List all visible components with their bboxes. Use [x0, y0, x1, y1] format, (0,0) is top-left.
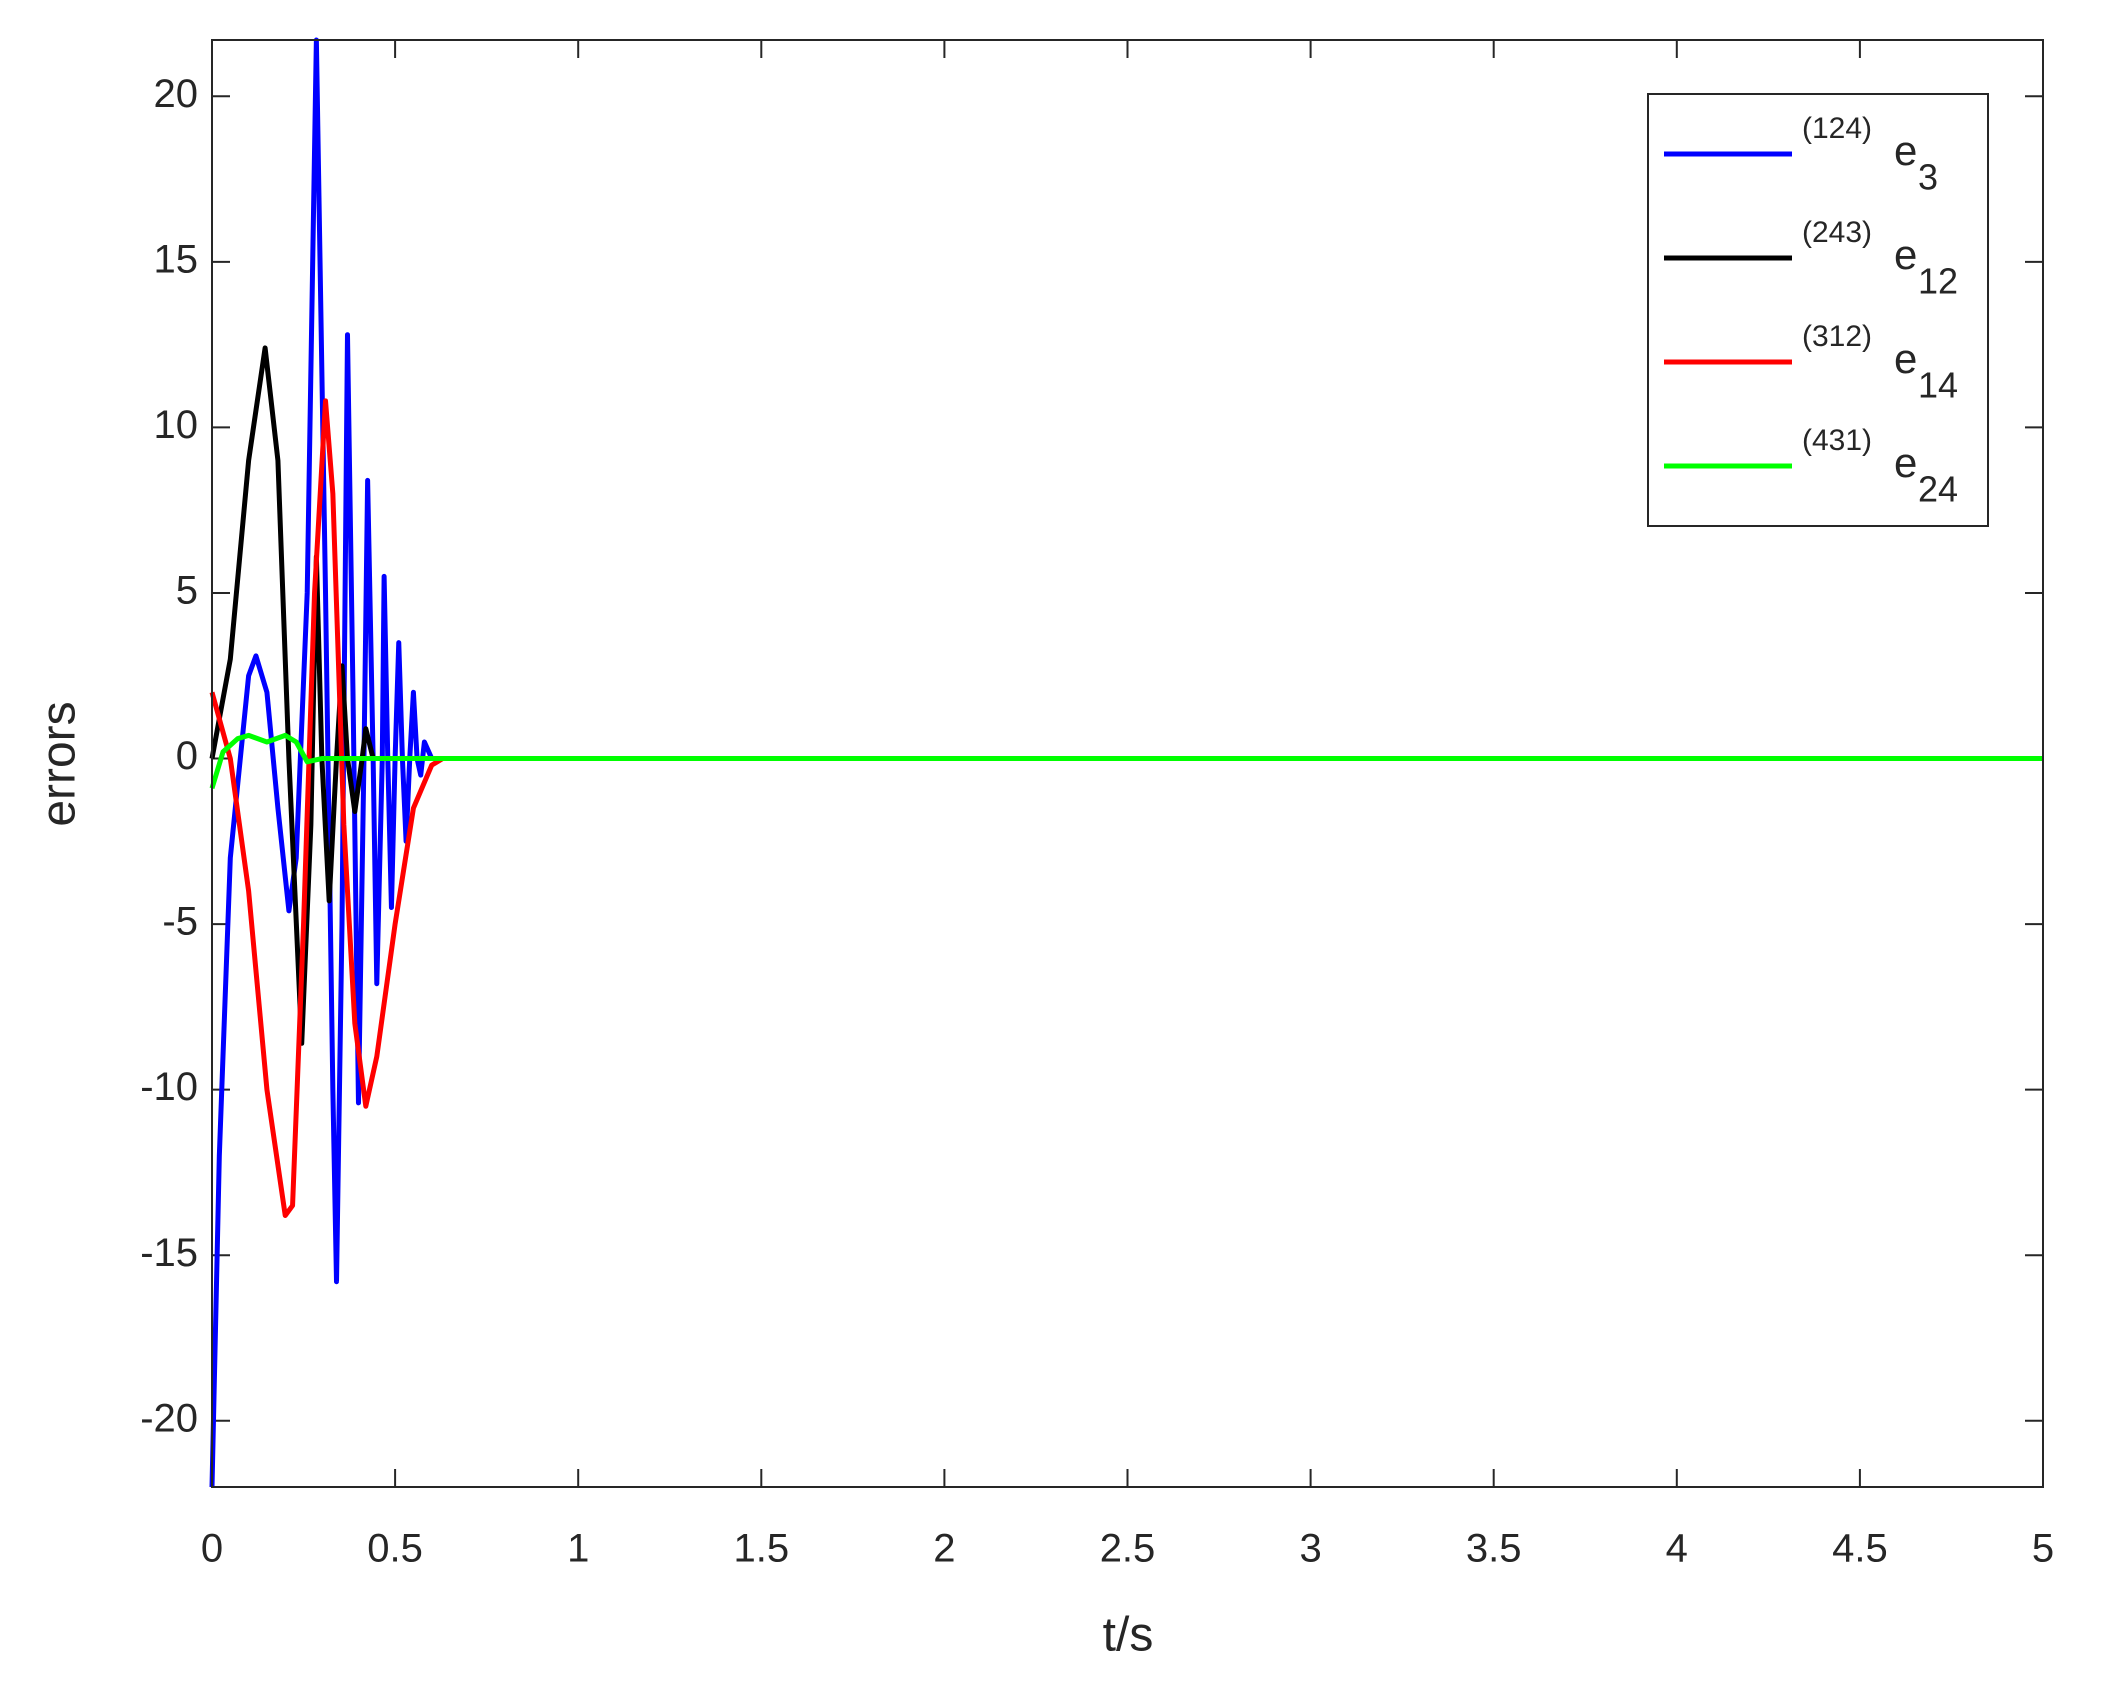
legend-sub: 3	[1918, 157, 1938, 198]
x-tick-label: 5	[2032, 1527, 2054, 1571]
series-line	[209, 345, 2043, 1046]
x-tick-label: 4	[1666, 1527, 1688, 1571]
x-tick-label: 0.5	[367, 1527, 423, 1571]
legend-sub: 24	[1918, 469, 1958, 510]
y-axis-label: errors	[33, 701, 86, 826]
x-tick-label: 3.5	[1466, 1527, 1522, 1571]
series-line	[209, 732, 2043, 790]
x-axis-label: t/s	[1103, 1609, 1154, 1662]
series-line	[209, 398, 2043, 1218]
y-tick-label: -5	[162, 900, 198, 944]
legend-sup: (243)	[1802, 216, 1872, 249]
x-tick-label: 4.5	[1832, 1527, 1888, 1571]
x-tick-label: 3	[1299, 1527, 1321, 1571]
x-tick-label: 1	[567, 1527, 589, 1571]
y-tick-label: -10	[140, 1065, 198, 1109]
legend-sub: 12	[1918, 261, 1958, 302]
y-tick-label: 15	[154, 237, 199, 281]
legend-label: e	[1894, 231, 1917, 278]
legend-sup: (431)	[1802, 424, 1872, 457]
legend: (124) e3(243) e12(312) e14(431) e24	[1647, 93, 1989, 527]
legend-sub: 14	[1918, 365, 1958, 406]
x-tick-label: 2.5	[1100, 1527, 1156, 1571]
y-tick-label: 0	[176, 734, 198, 778]
legend-label: e	[1894, 335, 1917, 382]
y-tick-label: 5	[176, 569, 198, 613]
plot-frame	[211, 39, 2044, 1488]
legend-sup: (312)	[1802, 320, 1872, 353]
y-tick-label: 10	[154, 403, 199, 447]
x-tick-label: 2	[933, 1527, 955, 1571]
legend-label: e	[1894, 127, 1917, 174]
legend-box	[1647, 93, 1989, 527]
y-tick-label: -20	[140, 1396, 198, 1440]
y-tick-label: 20	[154, 72, 199, 116]
x-tick-label: 0	[201, 1527, 223, 1571]
legend-sup: (124)	[1802, 112, 1872, 145]
x-tick-label: 1.5	[733, 1527, 789, 1571]
y-tick-label: -15	[140, 1231, 198, 1275]
legend-label: e	[1894, 439, 1917, 486]
